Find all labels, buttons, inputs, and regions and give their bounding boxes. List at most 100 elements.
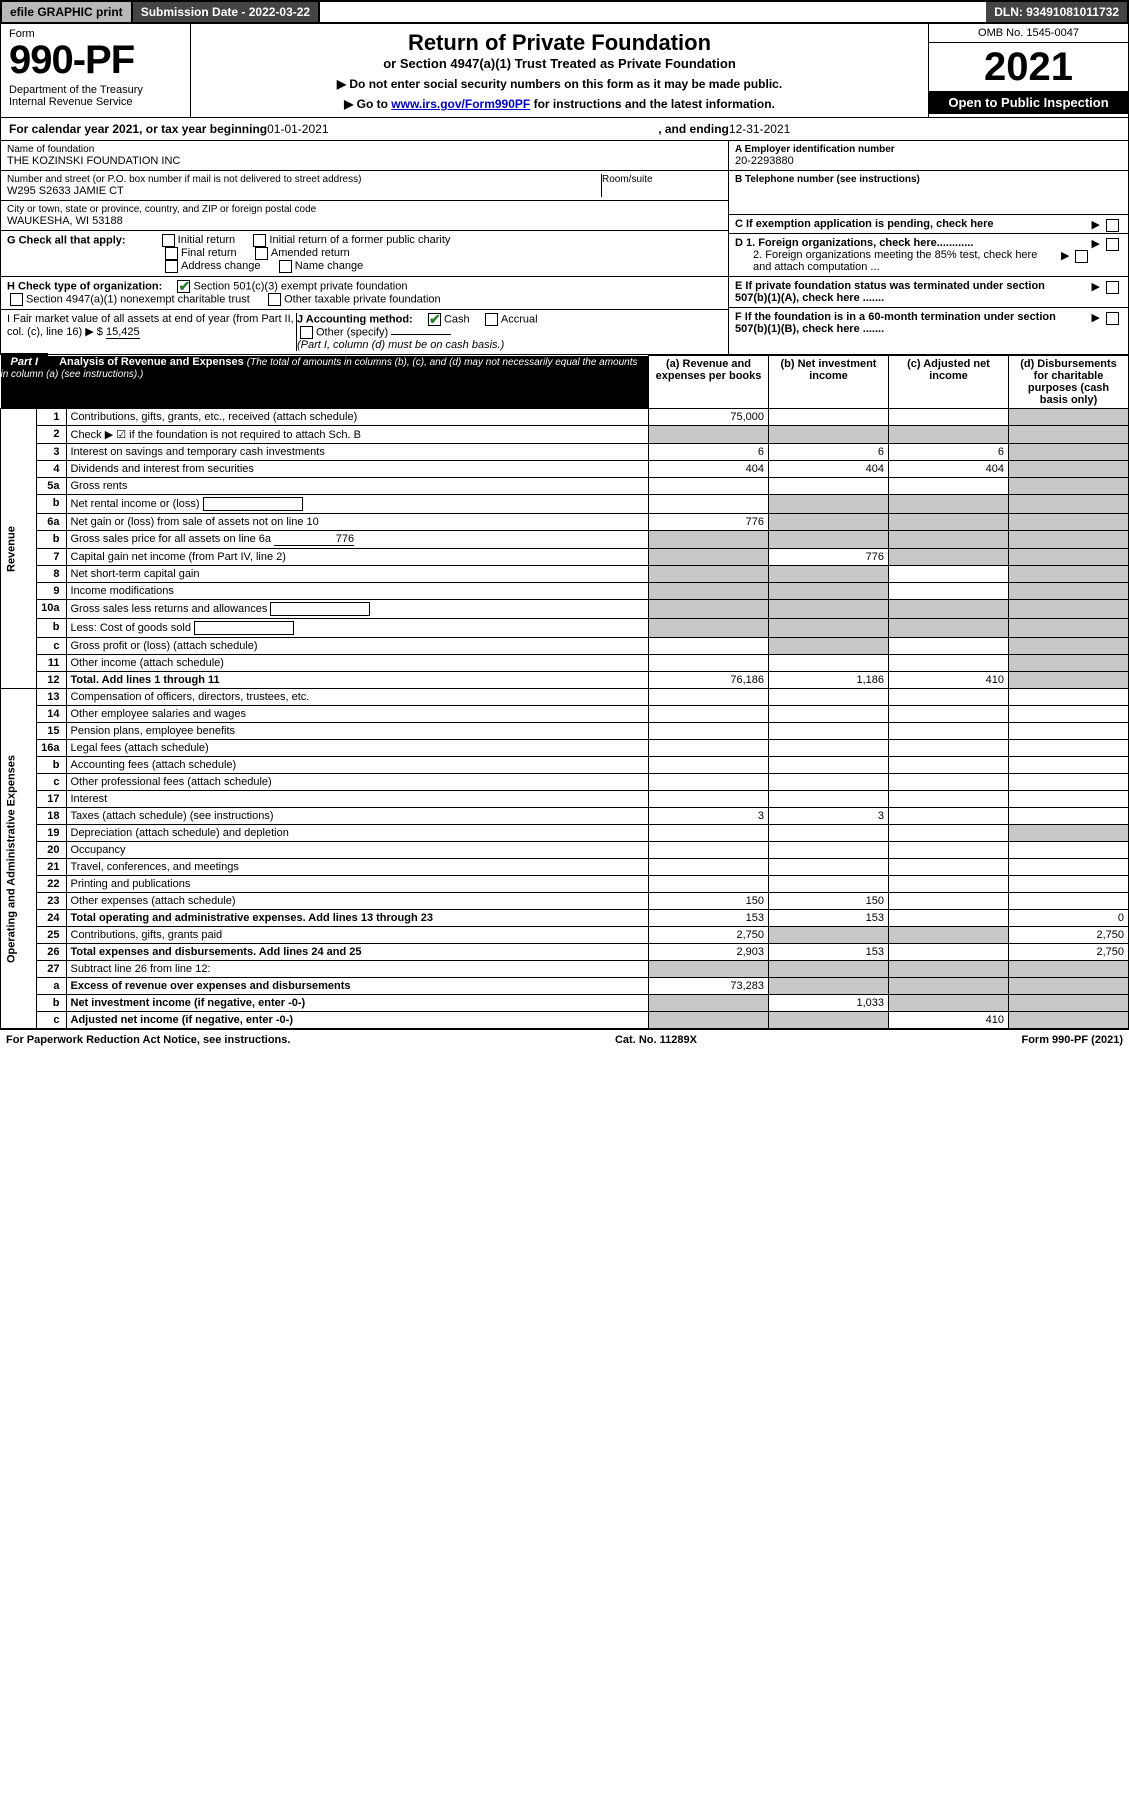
col-b: 404 bbox=[769, 461, 889, 478]
col-c bbox=[889, 655, 1009, 672]
instr2-post: for instructions and the latest informat… bbox=[530, 97, 775, 111]
chk-final-return[interactable] bbox=[165, 247, 178, 260]
chk-amended-return[interactable] bbox=[255, 247, 268, 260]
col-b bbox=[769, 531, 889, 549]
col-a bbox=[649, 706, 769, 723]
chk-4947a1[interactable] bbox=[10, 293, 23, 306]
line-18: 18Taxes (attach schedule) (see instructi… bbox=[1, 808, 1129, 825]
line-text: Gross sales less returns and allowances bbox=[66, 600, 649, 619]
chk-name-change[interactable] bbox=[279, 260, 292, 273]
col-c bbox=[889, 842, 1009, 859]
g-label: G Check all that apply: bbox=[7, 234, 126, 246]
line-19: 19Depreciation (attach schedule) and dep… bbox=[1, 825, 1129, 842]
col-b bbox=[769, 706, 889, 723]
lineno: 13 bbox=[37, 689, 66, 706]
form-subtitle: or Section 4947(a)(1) Trust Treated as P… bbox=[201, 56, 918, 71]
line-text: Net rental income or (loss) bbox=[66, 495, 649, 514]
col-b bbox=[769, 478, 889, 495]
subdate-value: 2022-03-22 bbox=[249, 5, 310, 19]
col-a bbox=[649, 842, 769, 859]
chk-initial-former[interactable] bbox=[253, 234, 266, 247]
chk-cash[interactable] bbox=[428, 313, 441, 326]
lineno: 18 bbox=[37, 808, 66, 825]
chk-f[interactable] bbox=[1106, 312, 1119, 325]
city-cell: City or town, state or province, country… bbox=[1, 201, 728, 231]
lineno: 3 bbox=[37, 444, 66, 461]
lineno: 9 bbox=[37, 583, 66, 600]
col-d bbox=[1009, 842, 1129, 859]
col-b: 153 bbox=[769, 910, 889, 927]
lineno: 17 bbox=[37, 791, 66, 808]
col-c bbox=[889, 927, 1009, 944]
chk-accrual[interactable] bbox=[485, 313, 498, 326]
line-text: Gross rents bbox=[66, 478, 649, 495]
col-b bbox=[769, 774, 889, 791]
col-c bbox=[889, 495, 1009, 514]
line-text: Occupancy bbox=[66, 842, 649, 859]
line-6a: 6aNet gain or (loss) from sale of assets… bbox=[1, 514, 1129, 531]
name-label: Name of foundation bbox=[7, 144, 722, 155]
lineno: 10a bbox=[37, 600, 66, 619]
line-3: 3Interest on savings and temporary cash … bbox=[1, 444, 1129, 461]
col-b bbox=[769, 876, 889, 893]
opt-other-taxable: Other taxable private foundation bbox=[284, 293, 441, 305]
footer-form-no: 990-PF bbox=[1052, 1034, 1088, 1046]
col-a bbox=[649, 774, 769, 791]
form-header: Form 990-PF Department of the Treasury I… bbox=[0, 24, 1129, 118]
line-text: Excess of revenue over expenses and disb… bbox=[66, 978, 649, 995]
line-text: Printing and publications bbox=[66, 876, 649, 893]
col-c: 6 bbox=[889, 444, 1009, 461]
line-text: Other income (attach schedule) bbox=[66, 655, 649, 672]
line-b: bNet investment income (if negative, ent… bbox=[1, 995, 1129, 1012]
chk-other-taxable[interactable] bbox=[268, 293, 281, 306]
chk-e[interactable] bbox=[1106, 281, 1119, 294]
lineno: 4 bbox=[37, 461, 66, 478]
opt-501c3: Section 501(c)(3) exempt private foundat… bbox=[193, 280, 407, 292]
opt-accrual: Accrual bbox=[501, 313, 538, 325]
col-a bbox=[649, 478, 769, 495]
footer-year: 2021 bbox=[1095, 1034, 1119, 1046]
chk-d1[interactable] bbox=[1106, 238, 1119, 251]
line-b: bAccounting fees (attach schedule) bbox=[1, 757, 1129, 774]
line-text: Depreciation (attach schedule) and deple… bbox=[66, 825, 649, 842]
line-text: Total operating and administrative expen… bbox=[66, 910, 649, 927]
col-b bbox=[769, 791, 889, 808]
j-note: (Part I, column (d) must be on cash basi… bbox=[297, 339, 504, 351]
col-d bbox=[1009, 808, 1129, 825]
chk-other-method[interactable] bbox=[300, 326, 313, 339]
opt-name-change: Name change bbox=[295, 260, 364, 272]
col-b bbox=[769, 426, 889, 444]
col-d bbox=[1009, 461, 1129, 478]
col-b bbox=[769, 689, 889, 706]
line-text: Interest bbox=[66, 791, 649, 808]
lineno: 16a bbox=[37, 740, 66, 757]
col-d bbox=[1009, 774, 1129, 791]
line-text: Gross profit or (loss) (attach schedule) bbox=[66, 638, 649, 655]
col-b: 153 bbox=[769, 944, 889, 961]
col-a bbox=[649, 600, 769, 619]
line-text: Other expenses (attach schedule) bbox=[66, 893, 649, 910]
room-label: Room/suite bbox=[602, 174, 722, 185]
lineno: 12 bbox=[37, 672, 66, 689]
lineno: 27 bbox=[37, 961, 66, 978]
chk-address-change[interactable] bbox=[165, 260, 178, 273]
line-12: 12Total. Add lines 1 through 1176,1861,1… bbox=[1, 672, 1129, 689]
col-a: 153 bbox=[649, 910, 769, 927]
line-24: 24Total operating and administrative exp… bbox=[1, 910, 1129, 927]
chk-initial-return[interactable] bbox=[162, 234, 175, 247]
efile-badge[interactable]: efile GRAPHIC print bbox=[2, 2, 133, 22]
col-d bbox=[1009, 893, 1129, 910]
header-left: Form 990-PF Department of the Treasury I… bbox=[1, 24, 191, 117]
instructions-link[interactable]: www.irs.gov/Form990PF bbox=[391, 97, 530, 111]
other-method-line[interactable] bbox=[391, 334, 451, 335]
chk-501c3[interactable] bbox=[177, 280, 190, 293]
col-d bbox=[1009, 409, 1129, 426]
chk-c[interactable] bbox=[1106, 219, 1119, 232]
lineno: 25 bbox=[37, 927, 66, 944]
line-text: Check ▶ ☑ if the foundation is not requi… bbox=[66, 426, 649, 444]
chk-d2[interactable] bbox=[1075, 250, 1088, 263]
phone-cell: B Telephone number (see instructions) bbox=[729, 171, 1128, 215]
col-b bbox=[769, 583, 889, 600]
col-a bbox=[649, 689, 769, 706]
col-d bbox=[1009, 619, 1129, 638]
